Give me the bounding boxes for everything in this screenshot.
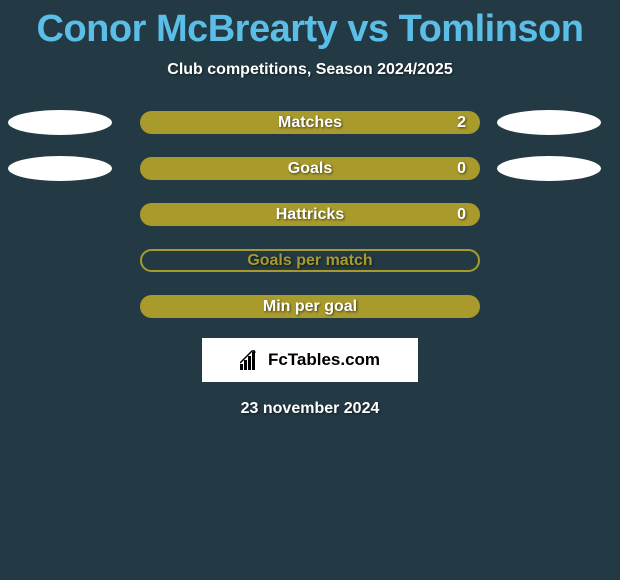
stat-row: Hattricks 0 xyxy=(0,203,620,226)
player-ellipse-right xyxy=(497,110,601,135)
stat-label: Goals xyxy=(288,160,332,178)
brand-box: FcTables.com xyxy=(202,338,418,382)
stat-label: Min per goal xyxy=(263,298,357,316)
player-ellipse-left xyxy=(8,110,112,135)
stat-row: Matches 2 xyxy=(0,111,620,134)
stat-row: Min per goal xyxy=(0,295,620,318)
player-ellipse-left xyxy=(8,156,112,181)
stat-bar: Goals 0 xyxy=(140,157,480,180)
content: Conor McBrearty vs Tomlinson Club compet… xyxy=(0,0,620,580)
page-title: Conor McBrearty vs Tomlinson xyxy=(37,8,584,51)
stat-rows: Matches 2 Goals 0 Hattricks 0 Goals per match M… xyxy=(0,111,620,318)
date-text: 23 november 2024 xyxy=(241,400,380,418)
stat-bar: Matches 2 xyxy=(140,111,480,134)
stat-row: Goals per match xyxy=(0,249,620,272)
stat-row: Goals 0 xyxy=(0,157,620,180)
stat-value: 0 xyxy=(457,160,466,178)
brand-icon xyxy=(240,350,264,370)
stat-value: 0 xyxy=(457,206,466,224)
stat-bar: Goals per match xyxy=(140,249,480,272)
subtitle: Club competitions, Season 2024/2025 xyxy=(167,61,452,79)
brand-text: FcTables.com xyxy=(268,350,380,370)
stat-bar: Hattricks 0 xyxy=(140,203,480,226)
stat-value: 2 xyxy=(457,114,466,132)
stat-bar: Min per goal xyxy=(140,295,480,318)
stat-label: Hattricks xyxy=(276,206,344,224)
player-ellipse-right xyxy=(497,156,601,181)
stat-label: Goals per match xyxy=(247,252,372,270)
stat-label: Matches xyxy=(278,114,342,132)
